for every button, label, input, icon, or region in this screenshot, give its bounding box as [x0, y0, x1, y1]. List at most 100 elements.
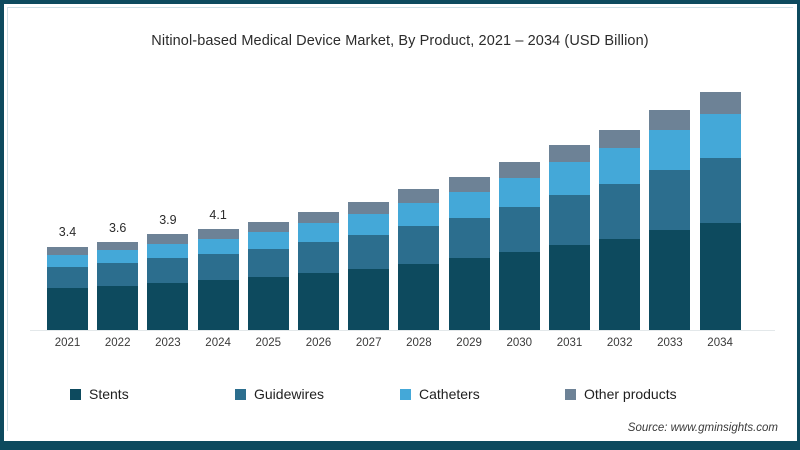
- bar-segment-stents: [348, 268, 390, 331]
- bar-value-label-2021: 3.4: [58, 225, 77, 240]
- plot-area: [30, 70, 775, 331]
- bar-segment-other-products: [498, 161, 540, 179]
- x-tick-label-2022: 2022: [104, 337, 131, 349]
- bar-2030[interactable]: [498, 161, 540, 331]
- bar-segment-catheters: [448, 191, 490, 218]
- bar-segment-guidewires: [247, 248, 289, 278]
- bar-segment-catheters: [47, 254, 88, 267]
- bar-2034[interactable]: [699, 92, 741, 331]
- bar-2025[interactable]: [247, 221, 289, 331]
- chart-title: Nitinol-based Medical Device Market, By …: [151, 33, 649, 49]
- x-axis-line: [30, 330, 775, 331]
- bar-segment-guidewires: [348, 235, 390, 269]
- bar-segment-other-products: [197, 229, 239, 239]
- legend-swatch-guidewires: [235, 388, 246, 400]
- chart-legend: Stents Guidewires Catheters Other products: [0, 386, 800, 402]
- bar-segment-other-products: [348, 201, 390, 215]
- bar-segment-stents: [599, 238, 641, 331]
- bar-2021[interactable]: [47, 246, 88, 332]
- bar-segment-stents: [398, 263, 440, 331]
- bar-segment-stents: [549, 244, 590, 331]
- bar-segment-catheters: [97, 250, 139, 263]
- bar-segment-stents: [298, 273, 339, 331]
- legend-item-catheters[interactable]: Catheters: [400, 386, 565, 402]
- bar-segment-other-products: [649, 109, 691, 131]
- bar-segment-guidewires: [649, 170, 691, 231]
- bar-segment-catheters: [147, 243, 189, 258]
- x-tick-label-2025: 2025: [255, 337, 282, 349]
- bar-value-label-2023: 3.9: [159, 213, 177, 228]
- bar-segment-guidewires: [398, 226, 440, 264]
- bar-segment-catheters: [649, 130, 691, 171]
- legend-swatch-other-products: [565, 388, 576, 400]
- bar-segment-other-products: [298, 211, 339, 224]
- bar-segment-stents: [498, 252, 540, 331]
- bar-2026[interactable]: [298, 211, 339, 331]
- bar-segment-stents: [197, 280, 239, 331]
- bar-segment-guidewires: [448, 217, 490, 259]
- bar-segment-stents: [97, 285, 139, 331]
- legend-label-other-products: Other products: [584, 386, 677, 402]
- x-tick-label-2024: 2024: [205, 337, 231, 349]
- bar-segment-guidewires: [599, 184, 641, 239]
- legend-item-other-products[interactable]: Other products: [565, 386, 730, 402]
- bar-segment-guidewires: [197, 253, 239, 281]
- bar-segment-catheters: [498, 178, 540, 208]
- bar-segment-guidewires: [147, 257, 189, 283]
- bar-segment-stents: [699, 222, 741, 331]
- x-tick-label-2030: 2030: [506, 337, 533, 349]
- bar-segment-catheters: [197, 238, 239, 254]
- bar-segment-guidewires: [498, 207, 540, 253]
- frame-inner-line-left: [7, 7, 8, 431]
- bar-2024[interactable]: [197, 229, 239, 331]
- bar-segment-catheters: [398, 203, 440, 227]
- frame-border-bottom: [0, 441, 800, 450]
- bar-segment-other-products: [599, 129, 641, 149]
- bar-2022[interactable]: [97, 241, 139, 331]
- legend-item-stents[interactable]: Stents: [70, 386, 235, 402]
- x-tick-label-2023: 2023: [155, 337, 181, 349]
- bar-2031[interactable]: [549, 144, 590, 331]
- bar-segment-other-products: [549, 144, 590, 163]
- frame-border-top: [0, 0, 800, 4]
- bar-2033[interactable]: [649, 109, 691, 331]
- x-tick-label-2034: 2034: [707, 337, 733, 349]
- legend-swatch-stents: [70, 388, 81, 400]
- bar-value-label-2024: 4.1: [209, 208, 227, 223]
- legend-item-guidewires[interactable]: Guidewires: [235, 386, 400, 402]
- bar-segment-guidewires: [47, 266, 88, 288]
- bar-segment-other-products: [398, 189, 440, 204]
- x-tick-label-2021: 2021: [54, 337, 81, 349]
- legend-swatch-catheters: [400, 388, 411, 400]
- bar-segment-stents: [47, 287, 88, 331]
- x-tick-label-2026: 2026: [305, 337, 332, 349]
- bar-value-label-2022: 3.6: [108, 220, 127, 235]
- bar-segment-guidewires: [549, 194, 590, 245]
- bar-segment-catheters: [699, 114, 741, 158]
- bar-segment-guidewires: [699, 157, 741, 223]
- bar-segment-other-products: [147, 234, 189, 244]
- frame-border-right: [797, 0, 800, 450]
- bar-segment-stents: [448, 258, 490, 331]
- bar-segment-stents: [247, 277, 289, 331]
- bar-2028[interactable]: [398, 189, 440, 331]
- legend-label-stents: Stents: [89, 386, 129, 402]
- x-tick-label-2031: 2031: [556, 337, 583, 349]
- bar-2027[interactable]: [348, 201, 390, 331]
- bar-segment-stents: [649, 230, 691, 331]
- bar-segment-catheters: [298, 223, 339, 242]
- bar-segment-guidewires: [97, 262, 139, 286]
- bar-2023[interactable]: [147, 234, 189, 331]
- bar-2029[interactable]: [448, 176, 490, 331]
- x-tick-label-2032: 2032: [606, 337, 633, 349]
- x-tick-label-2027: 2027: [355, 337, 382, 349]
- bar-segment-other-products: [448, 176, 490, 192]
- frame-inner-line-top: [7, 7, 793, 8]
- frame-border-left: [0, 0, 4, 450]
- bar-2032[interactable]: [599, 129, 641, 331]
- bar-segment-other-products: [97, 241, 139, 251]
- source-attribution: Source: www.gminsights.com: [627, 422, 778, 434]
- bar-segment-other-products: [699, 92, 741, 114]
- bar-segment-catheters: [247, 232, 289, 249]
